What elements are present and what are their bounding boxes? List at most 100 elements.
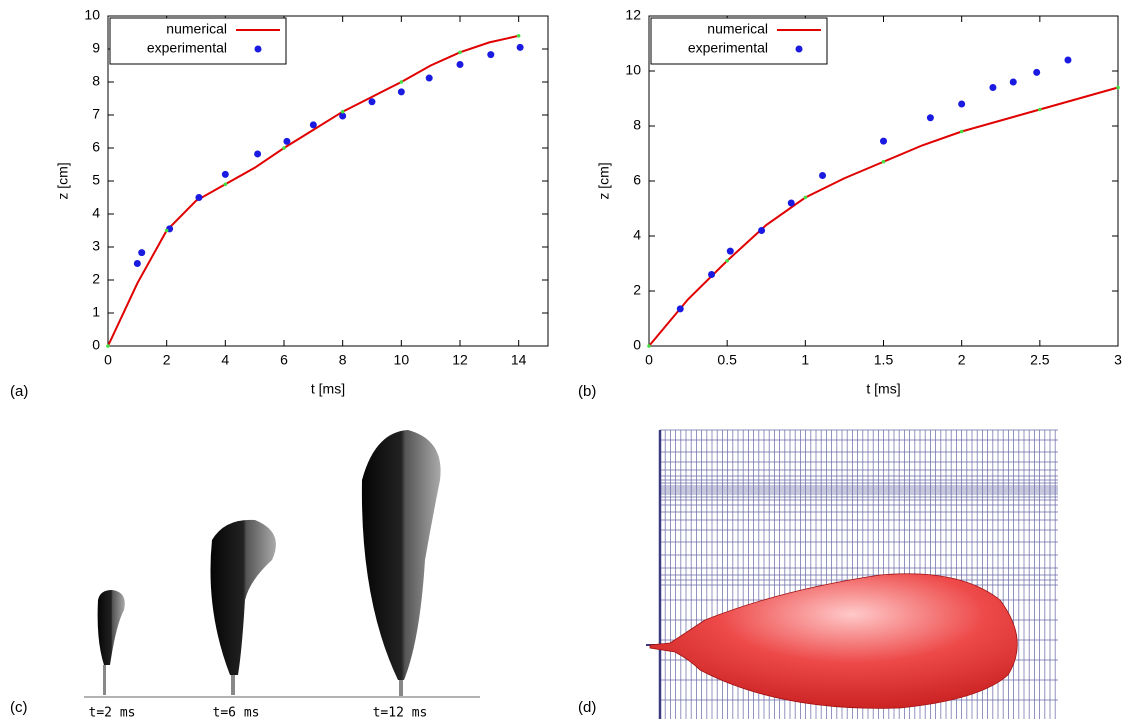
x-tick-label: 2 [958,352,966,368]
plot-frame [107,15,549,347]
experimental-point [1064,56,1072,64]
y-tick-label: 10 [625,62,641,78]
y-tick-label: 0 [633,337,641,353]
y-tick-label: 9 [92,40,100,56]
image-caption: t=2 ms [89,706,136,719]
x-tick-label: 0 [104,352,112,368]
experimental-point [221,170,229,178]
x-tick-label: 2.5 [1030,352,1050,368]
marker-point [1116,85,1120,90]
experimental-point [880,137,887,145]
legend-swatch [254,45,262,53]
marker-point [959,129,964,134]
panel-label: (d) [578,699,596,716]
experimental-point [309,121,317,129]
x-tick-label: 12 [452,352,468,368]
marker-point [803,195,808,200]
y-tick-label: 2 [633,282,641,298]
marker-point [725,258,729,263]
panel-label: (c) [10,699,28,716]
marker-point [282,146,286,150]
y-tick-label: 8 [92,73,100,89]
y-tick-label: 6 [92,139,100,155]
marker-point [106,344,110,348]
x-tick-label: 10 [394,352,410,368]
drop-image [649,573,1018,709]
x-axis-label: t [ms] [311,381,345,397]
y-tick-label: 3 [92,238,100,254]
x-tick-label: 0.5 [717,352,737,368]
experimental-point [989,84,997,91]
marker-point [458,50,462,55]
panel-label: (a) [10,383,28,400]
legend-box [650,17,828,65]
y-tick-label: 6 [633,172,641,188]
experimental-point [758,227,766,234]
x-tick-label: 0 [645,352,653,368]
y-tick-label: 7 [92,106,100,122]
experimental-point [819,172,827,179]
legend-label: experimental [688,40,768,56]
x-axis-label: t [ms] [866,381,900,397]
experimental-point [456,61,464,69]
legend-box [109,17,287,65]
y-tick-label: 5 [92,172,100,188]
legend-swatch [795,45,803,53]
plume-image [84,430,480,698]
experimental-point [195,194,203,201]
x-tick-label: 8 [339,352,347,368]
image-caption: t=6 ms [213,706,260,719]
marker-point [399,80,404,84]
marker-point [340,109,345,114]
marker-point [647,344,651,348]
experimental-point [676,305,684,313]
x-tick-label: 3 [1114,352,1122,368]
experimental-point [425,74,433,82]
experimental-point [487,51,495,59]
y-tick-label: 10 [84,7,100,23]
y-tick-label: 4 [633,227,641,243]
x-tick-label: 1.5 [874,352,894,368]
numerical-line [648,86,1119,347]
experimental-point [516,43,524,51]
legend-label: numerical [707,21,768,37]
experimental-point [1033,68,1041,76]
x-tick-label: 6 [280,352,288,368]
experimental-point [397,88,405,96]
numerical-line [107,34,519,347]
x-tick-label: 1 [801,352,809,368]
experimental-point [283,137,291,145]
y-tick-label: 4 [92,205,100,221]
legend-label: numerical [166,21,227,37]
experimental-point [133,260,141,267]
experimental-point [254,150,262,158]
marker-point [516,34,521,38]
image-caption: t=12 ms [373,706,428,719]
experimental-point [368,98,376,106]
y-tick-label: 12 [625,7,641,23]
y-tick-label: 0 [92,337,100,353]
experimental-point [708,271,716,278]
marker-point [1038,107,1042,112]
y-tick-label: 1 [92,304,100,320]
experimental-point [339,112,347,120]
experimental-point [1009,78,1017,86]
y-tick-label: 2 [92,271,100,287]
experimental-point [926,114,934,122]
experimental-point [726,247,734,255]
plot-frame [648,15,1119,347]
y-tick-label: 8 [633,117,641,133]
x-tick-label: 4 [221,352,229,368]
x-tick-label: 14 [511,352,527,368]
experimental-point [138,249,146,257]
experimental-point [958,100,966,108]
y-axis-label: z [cm] [55,162,71,199]
marker-point [164,228,169,233]
x-tick-label: 2 [163,352,171,368]
panel-label: (b) [578,383,596,400]
experimental-point [787,199,795,207]
y-axis-label: z [cm] [596,162,612,199]
legend-label: experimental [147,40,227,56]
